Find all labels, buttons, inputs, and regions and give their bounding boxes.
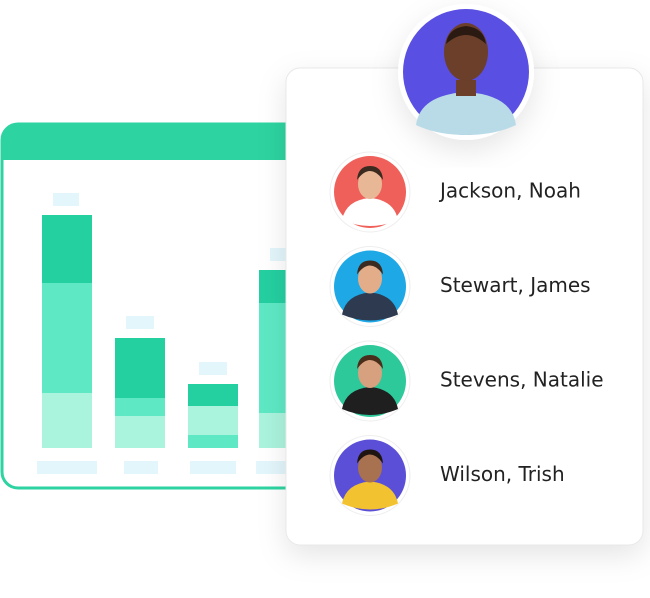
avatar-head xyxy=(358,263,382,294)
person-row: Wilson, Trish xyxy=(329,435,565,516)
person-row: Stevens, Natalie xyxy=(329,340,604,422)
avatar-body xyxy=(342,198,398,226)
bar-segment xyxy=(42,215,92,283)
label-placeholder xyxy=(124,461,158,474)
bar-segment xyxy=(42,393,92,448)
label-placeholder xyxy=(37,461,97,474)
avatar-head xyxy=(358,169,382,199)
label-placeholder xyxy=(199,362,227,375)
people-list: Jackson, Noah Stewart, James Stevens, Nata… xyxy=(329,151,604,516)
bar-segment xyxy=(42,283,92,393)
person-row: Jackson, Noah xyxy=(329,151,581,233)
person-name: Stewart, James xyxy=(440,273,591,297)
avatar-hair xyxy=(357,355,383,369)
featured-avatar xyxy=(398,4,534,140)
person-row: Stewart, James xyxy=(329,246,591,327)
avatar-body xyxy=(342,387,398,415)
avatar-body xyxy=(342,292,398,321)
bar-segment xyxy=(115,416,165,448)
chart-window xyxy=(2,124,302,488)
avatar-head xyxy=(358,358,382,388)
person-name: Wilson, Trish xyxy=(440,462,565,486)
bar-segment xyxy=(115,398,165,416)
window-header xyxy=(2,124,302,160)
avatar-hair xyxy=(357,166,383,180)
bar-segment xyxy=(188,406,238,435)
bar-segment xyxy=(188,384,238,406)
avatar-body xyxy=(342,481,398,510)
person-name: Jackson, Noah xyxy=(438,179,581,203)
bars xyxy=(37,193,302,474)
avatar-hair xyxy=(357,260,383,275)
label-placeholder xyxy=(53,193,79,206)
avatar-head xyxy=(358,452,382,483)
label-placeholder xyxy=(126,316,154,329)
label-placeholder xyxy=(190,461,236,474)
avatar-hair xyxy=(357,449,383,464)
person-name: Stevens, Natalie xyxy=(440,368,604,392)
bar-segment xyxy=(115,338,165,398)
bar-segment xyxy=(188,435,238,448)
